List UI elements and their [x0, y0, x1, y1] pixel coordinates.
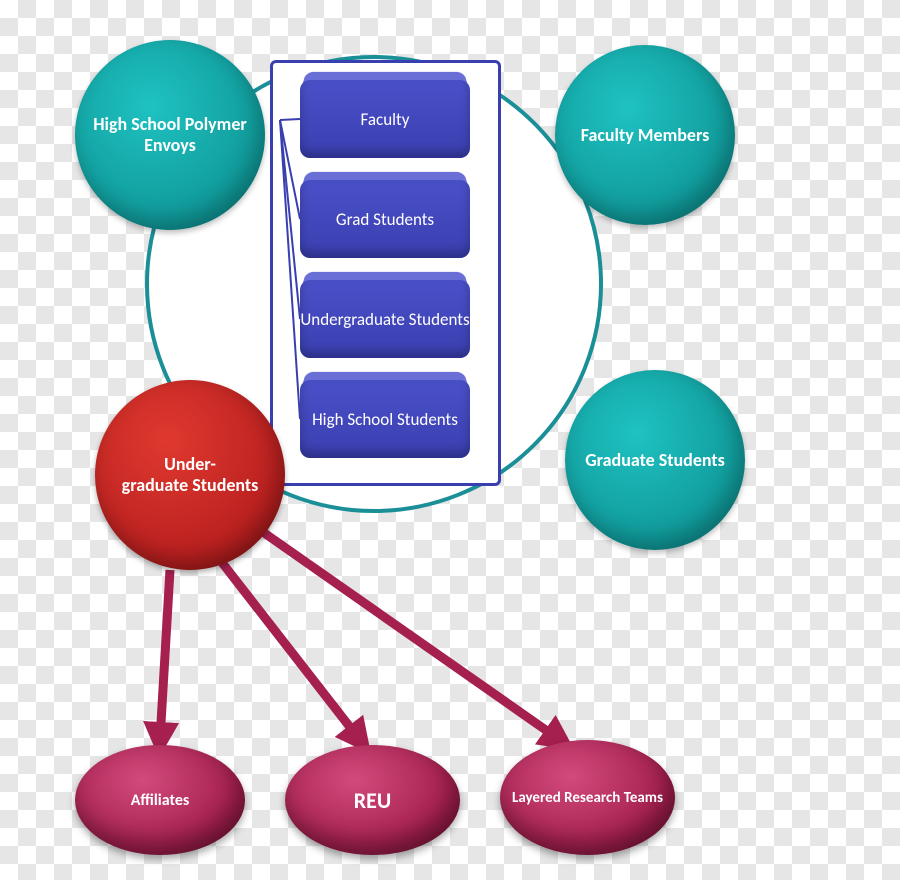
tier-2: Undergraduate Students [300, 280, 470, 358]
arrow-2 [260, 530, 560, 740]
node-undergrad: Under- graduate Students [95, 380, 285, 570]
node-faculty: Faculty Members [555, 45, 735, 225]
node-graduate: Graduate Students [565, 370, 745, 550]
tier-0: Faculty [300, 80, 470, 158]
tier-3: High School Students [300, 380, 470, 458]
node-hs_envoys: High School Polymer Envoys [75, 40, 265, 230]
ellipse-lrt: Layered Research Teams [500, 740, 675, 855]
ellipse-affiliates: Affiliates [75, 745, 245, 855]
diagram-stage: Faculty Grad Students Undergraduate Studen… [0, 0, 900, 880]
tier-1: Grad Students [300, 180, 470, 258]
arrow-0 [160, 570, 170, 740]
ellipse-reu: REU [285, 745, 460, 855]
